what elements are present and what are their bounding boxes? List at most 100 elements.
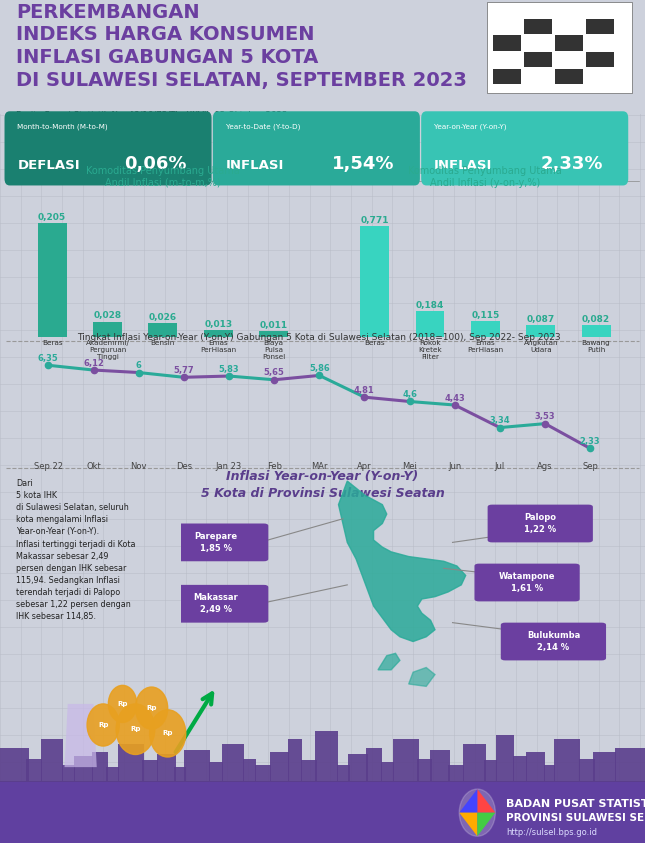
Text: 0,087: 0,087 xyxy=(526,314,555,324)
Polygon shape xyxy=(459,789,477,813)
Bar xyxy=(0,782,645,843)
Text: 5,83: 5,83 xyxy=(219,364,239,373)
Text: Beras: Beras xyxy=(42,340,63,346)
Bar xyxy=(93,322,122,337)
Text: Rokok
Kretek
Filter: Rokok Kretek Filter xyxy=(418,340,442,360)
Bar xyxy=(526,325,555,337)
Text: INFLASI: INFLASI xyxy=(226,159,284,172)
Text: Month-to-Month (M-to-M): Month-to-Month (M-to-M) xyxy=(17,124,108,131)
Text: Rp: Rp xyxy=(98,722,108,728)
Text: Inflasi Year-on-Year (Y-on-Y): Inflasi Year-on-Year (Y-on-Y) xyxy=(226,470,419,482)
FancyBboxPatch shape xyxy=(213,111,420,185)
Polygon shape xyxy=(477,789,495,813)
Text: 0,06%: 0,06% xyxy=(124,155,186,173)
FancyBboxPatch shape xyxy=(163,585,268,623)
Text: 5 Kota di Provinsi Sulawesi Seatan: 5 Kota di Provinsi Sulawesi Seatan xyxy=(201,487,444,500)
Text: Makassar: Makassar xyxy=(194,593,238,603)
Text: 1,22 %: 1,22 % xyxy=(524,525,557,534)
Text: PERKEMBANGAN
INDEKS HARGA KONSUMEN
INFLASI GABUNGAN 5 KOTA
DI SULAWESI SELATAN, : PERKEMBANGAN INDEKS HARGA KONSUMEN INFLA… xyxy=(16,3,467,89)
Text: Rp: Rp xyxy=(146,705,157,711)
Text: Parepare: Parepare xyxy=(194,532,237,541)
Bar xyxy=(74,756,93,786)
FancyBboxPatch shape xyxy=(501,623,606,660)
Polygon shape xyxy=(459,813,477,836)
FancyBboxPatch shape xyxy=(487,2,632,93)
Bar xyxy=(484,760,497,786)
Bar xyxy=(582,325,611,337)
Text: 5,65: 5,65 xyxy=(264,368,284,378)
Circle shape xyxy=(116,704,155,754)
Text: Rp: Rp xyxy=(117,701,128,707)
Bar xyxy=(288,739,302,786)
FancyBboxPatch shape xyxy=(421,111,628,185)
Text: Emas
PerHiasan: Emas PerHiasan xyxy=(200,340,236,353)
Text: INFLASI: INFLASI xyxy=(434,159,493,172)
Text: 2,14 %: 2,14 % xyxy=(537,643,570,652)
Polygon shape xyxy=(409,668,435,686)
Polygon shape xyxy=(339,481,466,642)
Text: 0,115: 0,115 xyxy=(471,311,499,319)
Text: Year-on-Year (Y-on-Y): Year-on-Year (Y-on-Y) xyxy=(434,124,506,131)
Bar xyxy=(615,748,645,786)
Bar xyxy=(544,765,555,786)
Text: 2,49 %: 2,49 % xyxy=(200,605,232,615)
Bar xyxy=(524,19,552,34)
Bar xyxy=(555,35,583,51)
FancyBboxPatch shape xyxy=(475,564,580,601)
Bar xyxy=(174,767,186,786)
Title: Komoditas Penyumbang Utama
Andil Inflasi (y-on-y,%): Komoditas Penyumbang Utama Andil Inflasi… xyxy=(408,166,562,187)
Text: 1,54%: 1,54% xyxy=(332,155,395,173)
Bar xyxy=(513,756,527,786)
Bar xyxy=(586,19,614,34)
Text: 0,205: 0,205 xyxy=(38,213,66,222)
Bar xyxy=(204,330,233,337)
Bar xyxy=(526,752,545,786)
Text: PROVINSI SULAWESI SELATAN: PROVINSI SULAWESI SELATAN xyxy=(506,813,645,824)
Bar xyxy=(524,52,552,67)
Bar xyxy=(381,762,394,786)
Bar xyxy=(270,752,289,786)
Text: Berita Resmi Statistik No. 48/10/73/Th. XXVII, 02 Oktober 2023: Berita Resmi Statistik No. 48/10/73/Th. … xyxy=(16,111,288,121)
Bar xyxy=(337,765,350,786)
Text: 0,026: 0,026 xyxy=(149,313,177,322)
Text: 0,184: 0,184 xyxy=(416,301,444,309)
Text: Palopo: Palopo xyxy=(524,513,556,522)
Text: Biaya
Pulsa
Ponsel: Biaya Pulsa Ponsel xyxy=(262,340,285,360)
Bar xyxy=(0,781,645,786)
Bar xyxy=(430,750,450,786)
Bar xyxy=(471,320,500,337)
Bar xyxy=(106,767,119,786)
Bar xyxy=(586,52,614,67)
Bar xyxy=(496,735,514,786)
Text: 0,013: 0,013 xyxy=(204,319,232,329)
Text: 3,34: 3,34 xyxy=(490,416,510,425)
FancyBboxPatch shape xyxy=(0,0,645,114)
Bar xyxy=(209,762,223,786)
Bar xyxy=(26,759,42,786)
Text: Emas
PerHiasan: Emas PerHiasan xyxy=(467,340,504,353)
Bar xyxy=(255,765,271,786)
Bar xyxy=(360,226,389,337)
Bar xyxy=(142,760,158,786)
Text: 5,86: 5,86 xyxy=(309,364,330,373)
Text: 0,771: 0,771 xyxy=(361,216,389,225)
Bar xyxy=(148,323,177,337)
Bar xyxy=(37,223,66,337)
Bar xyxy=(555,69,583,84)
Text: 0,028: 0,028 xyxy=(94,312,121,320)
Text: Year-to-Date (Y-to-D): Year-to-Date (Y-to-D) xyxy=(226,124,300,131)
Text: Akademrmi/
Perguruan
Tinggi: Akademrmi/ Perguruan Tinggi xyxy=(86,340,130,360)
Text: BADAN PUSAT STATISTIK: BADAN PUSAT STATISTIK xyxy=(506,799,645,809)
FancyBboxPatch shape xyxy=(5,111,212,185)
Circle shape xyxy=(459,789,495,836)
Bar xyxy=(579,759,595,786)
Circle shape xyxy=(87,704,119,746)
Text: 4,43: 4,43 xyxy=(444,394,465,402)
Bar xyxy=(222,744,244,786)
Bar xyxy=(415,310,444,337)
Text: 0,082: 0,082 xyxy=(582,315,610,325)
Text: Dari
5 kota IHK
di Sulawesi Selatan, seluruh
kota mengalami Inflasi
Year-on-Year: Dari 5 kota IHK di Sulawesi Selatan, sel… xyxy=(16,479,135,621)
Text: DEFLASI: DEFLASI xyxy=(17,159,80,172)
Text: Beras: Beras xyxy=(364,340,385,346)
Bar xyxy=(348,754,368,786)
